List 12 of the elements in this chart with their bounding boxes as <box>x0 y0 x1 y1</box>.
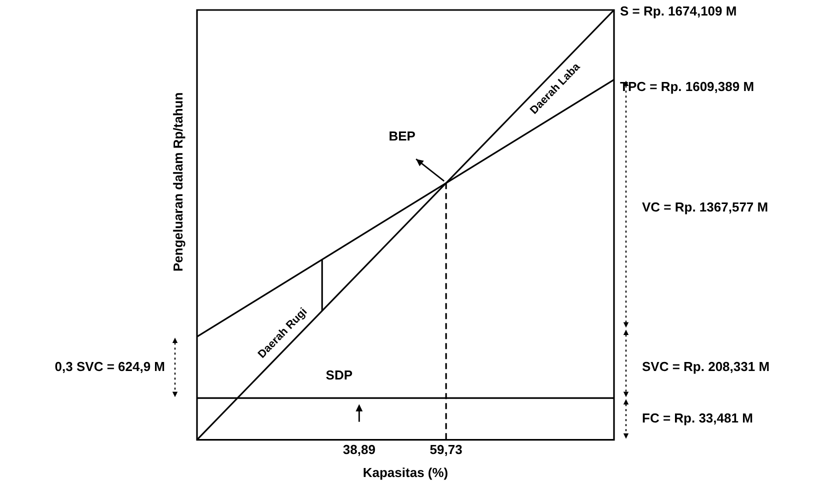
x-axis-title: Kapasitas (%) <box>362 464 448 480</box>
annotation: S = Rp. 1674,109 M <box>620 4 737 19</box>
text: SVC = Rp. 208,331 M <box>642 358 770 374</box>
x-tick-label: 38,89 <box>342 442 376 458</box>
y-axis-title: Pengeluaran dalam Rp/tahun <box>170 92 186 272</box>
text: FC = Rp. 33,481 M <box>642 410 753 426</box>
x-tick-label: 59,73 <box>430 442 462 458</box>
annotation: BEP <box>388 128 416 144</box>
text: 0,3 SVC = 624,9 M <box>54 358 165 374</box>
text: VC = Rp. 1367,577 M <box>642 200 768 215</box>
annotation: SDP <box>326 368 353 383</box>
annotation: TPC = Rp. 1609,389 M <box>620 79 754 94</box>
